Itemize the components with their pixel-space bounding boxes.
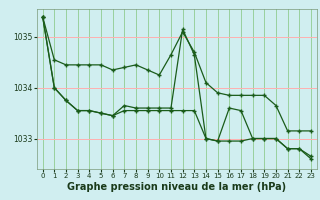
X-axis label: Graphe pression niveau de la mer (hPa): Graphe pression niveau de la mer (hPa)	[67, 182, 286, 192]
